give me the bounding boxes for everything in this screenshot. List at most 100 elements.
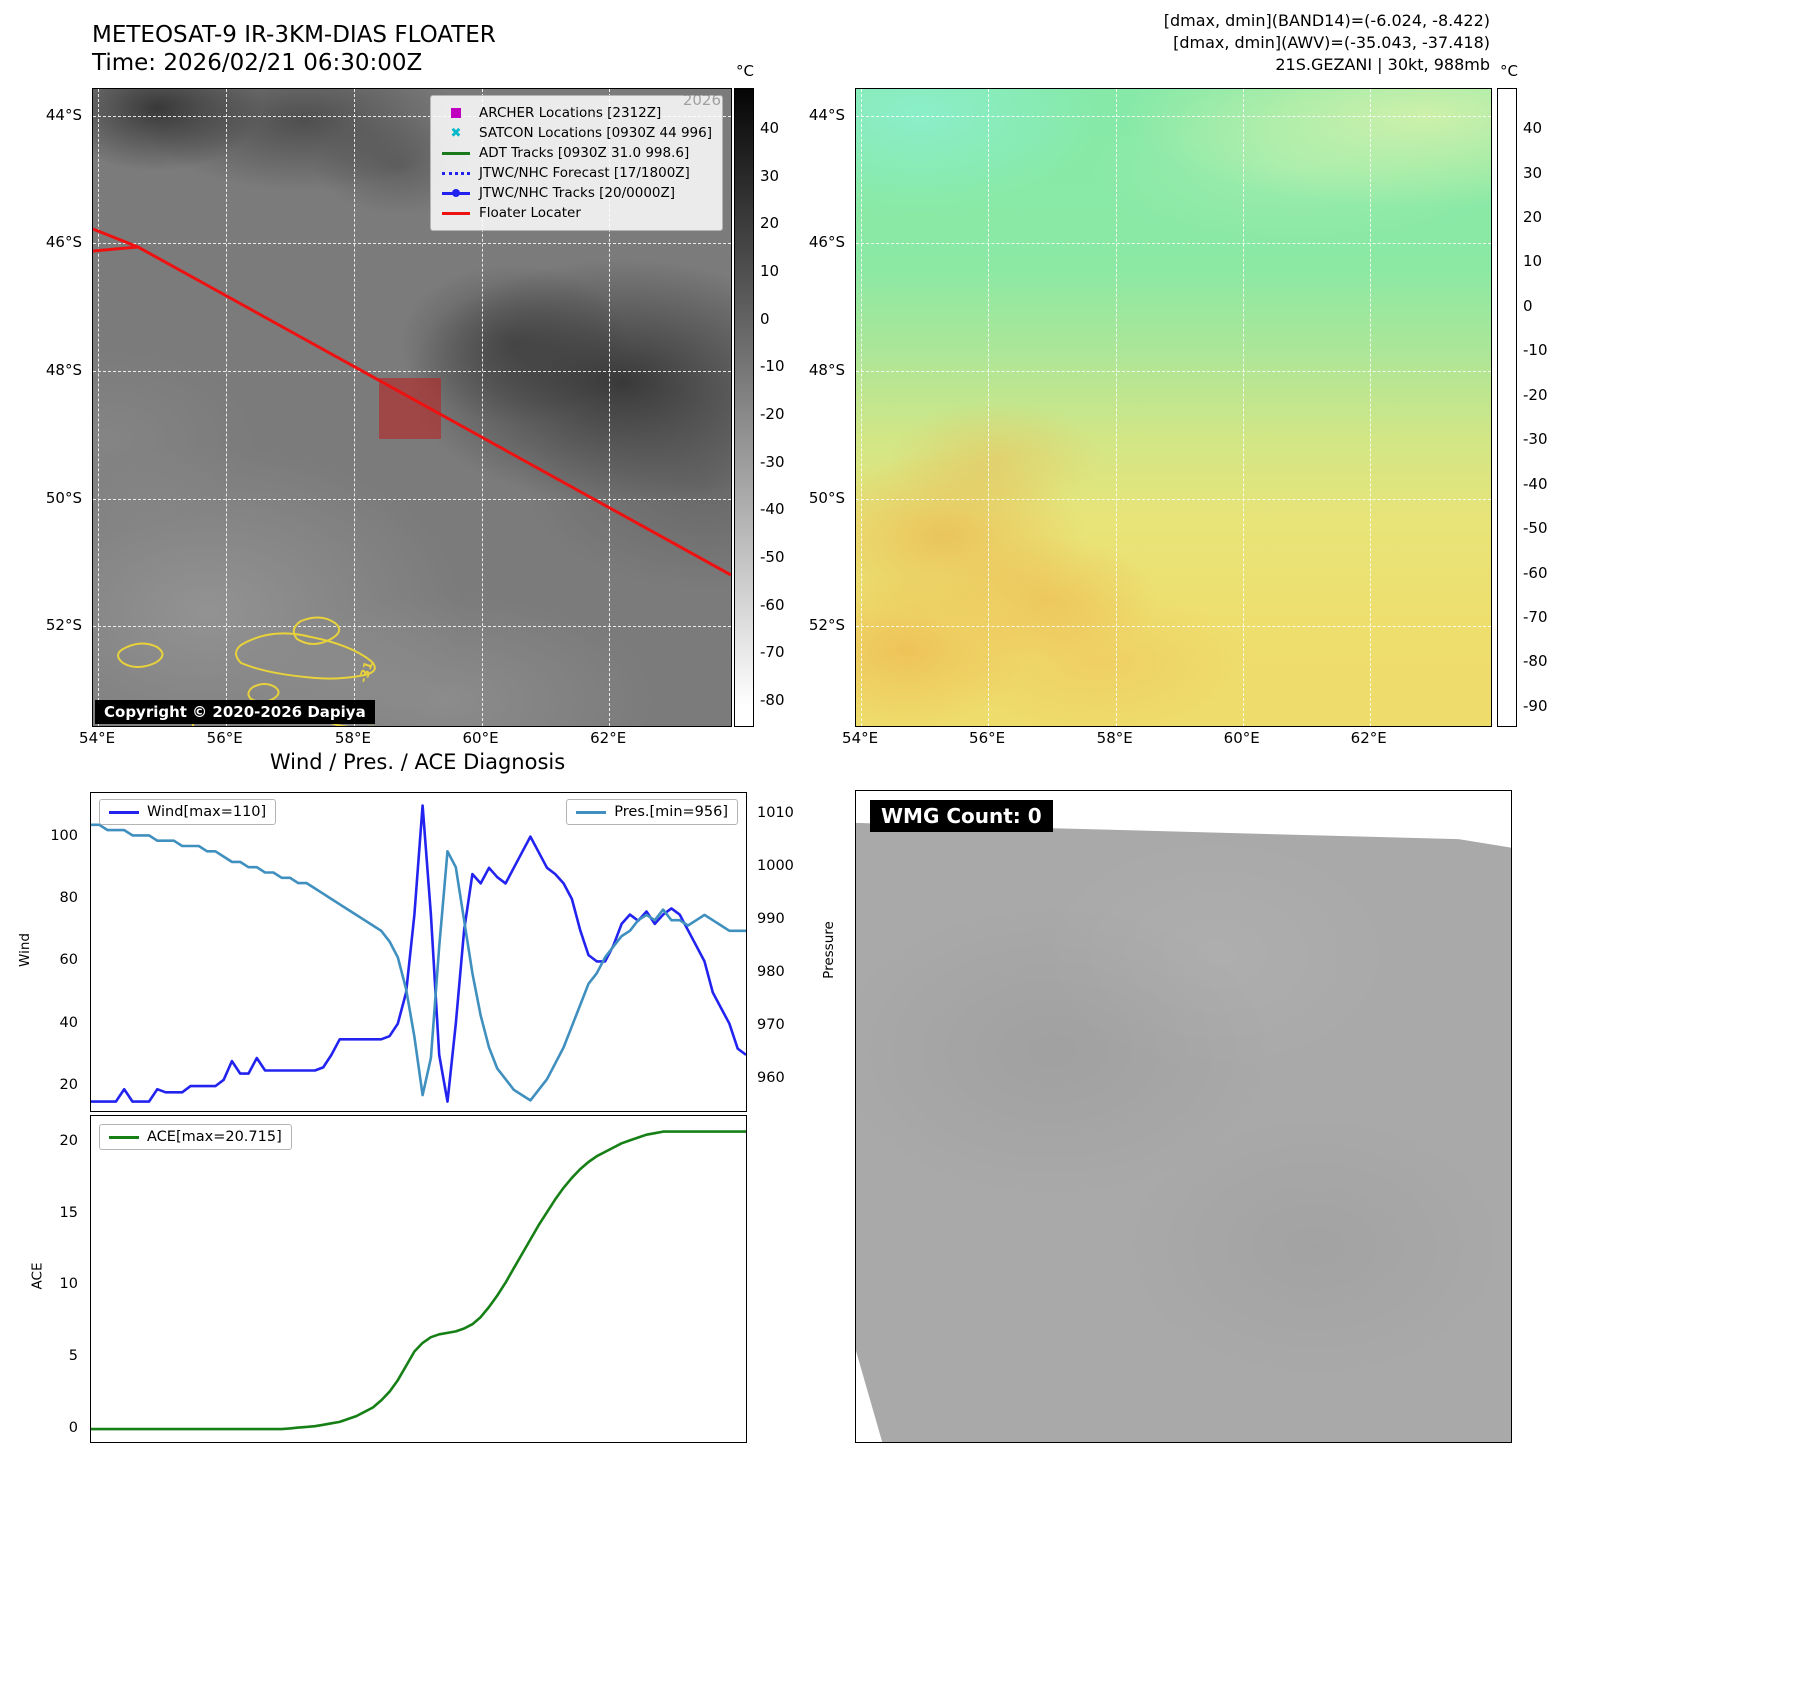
line-dot-legend-marker <box>441 188 471 197</box>
ir-floater-map: -31 -31 2026 ARCHER Locations [2312Z]✖SA… <box>92 88 732 727</box>
colorbar-tick-label: -50 <box>760 547 785 566</box>
wind-legend: Wind[max=110] <box>99 799 277 825</box>
line-legend-marker <box>441 151 471 155</box>
page-title: METEOSAT-9 IR-3KM-DIAS FLOATER <box>92 22 496 48</box>
latitude-gridline <box>856 115 1491 117</box>
band14-dmax-dmin: [dmax, dmin](BAND14)=(-6.024, -8.422) <box>1163 11 1490 30</box>
colorbar-tick-label: -10 <box>1523 341 1548 360</box>
longitude-gridline <box>988 89 990 726</box>
pres.-series-line <box>91 823 746 1102</box>
colorbar-tick-label: 40 <box>1523 119 1543 138</box>
legend-item-label: ARCHER Locations [2312Z] <box>479 105 662 121</box>
axis-tick-label: 20 <box>59 1077 78 1094</box>
axis-tick-label: 5 <box>68 1348 78 1365</box>
lon-tick-label: 58°E <box>334 729 371 747</box>
pressure-axis-label: Pressure <box>820 921 837 979</box>
longitude-gridline <box>1115 89 1117 726</box>
axis-tick-label: 980 <box>757 964 785 981</box>
wmg-panel: WMG Count: 0 <box>855 790 1512 1443</box>
legend-item-label: JTWC/NHC Tracks [20/0000Z] <box>479 185 676 201</box>
colorbar-tick-label: -30 <box>1523 430 1548 449</box>
lon-tick-label: 62°E <box>1350 729 1387 747</box>
latitude-gridline <box>93 625 731 627</box>
wmg-count-badge: WMG Count: 0 <box>870 800 1053 832</box>
x-legend-marker: ✖ <box>450 125 462 141</box>
colorbar-left-gradient <box>735 89 753 726</box>
axis-tick-label: 10 <box>59 1276 78 1293</box>
legend-item: ADT Tracks [0930Z 31.0 998.6] <box>441 143 712 163</box>
lon-tick-label: 56°E <box>969 729 1006 747</box>
colorbar-tick-label: -40 <box>760 500 785 519</box>
colorbar-tick-label: -20 <box>760 405 785 424</box>
axis-tick-label: 100 <box>50 827 78 844</box>
longitude-gridline <box>861 89 863 726</box>
ace-chart: ACE[max=20.715] <box>90 1115 747 1443</box>
map-grid <box>856 89 1491 726</box>
right-panel-header: [dmax, dmin](BAND14)=(-6.024, -8.422) [d… <box>890 10 1490 76</box>
right-map-lon-axis: 54°E 56°E 58°E 60°E 62°E <box>842 729 1490 749</box>
axis-tick-label: 970 <box>757 1017 785 1034</box>
lat-tick-label: 48°S <box>808 360 845 379</box>
awv-dmax-dmin: [dmax, dmin](AWV)=(-35.043, -37.418) <box>1173 33 1490 52</box>
colorbar-tick-label: 10 <box>1523 252 1543 271</box>
left-map-lon-axis: 54°E 56°E 58°E 60°E 62°E <box>79 729 730 749</box>
lon-tick-label: 60°E <box>462 729 499 747</box>
wind-axis-ticks: 20 40 60 80 100 <box>0 792 86 1110</box>
enhanced-ir-map <box>855 88 1492 727</box>
axis-tick-label: 990 <box>757 911 785 928</box>
legend-item: Floater Locater <box>441 203 712 223</box>
colorbar-tick-label: 20 <box>760 214 780 233</box>
latitude-gridline <box>856 625 1491 627</box>
lat-tick-label: 50°S <box>808 488 845 507</box>
legend-item-label: JTWC/NHC Forecast [17/1800Z] <box>479 165 690 181</box>
wind-pres-chart: Wind[max=110] Pres.[min=956] <box>90 792 747 1112</box>
legend-item-label: ADT Tracks [0930Z 31.0 998.6] <box>479 145 690 161</box>
colorbar-tick-label: -10 <box>760 357 785 376</box>
colorbar-tick-label: 10 <box>760 262 780 281</box>
colorbar-tick-label: -60 <box>760 595 785 614</box>
legend-item-label: Floater Locater <box>479 205 581 221</box>
axis-tick-label: 60 <box>59 952 78 969</box>
right-map-lat-axis: 44°S 46°S 48°S 50°S 52°S <box>807 88 851 725</box>
map-grid <box>93 89 731 726</box>
longitude-gridline <box>225 89 227 726</box>
colorbar-left <box>734 88 754 727</box>
colorbar-tick-label: -70 <box>760 643 785 662</box>
wind-axis-label: Wind <box>16 933 33 967</box>
latitude-gridline <box>93 498 731 500</box>
pres-legend-line <box>576 810 607 814</box>
axis-tick-label: 40 <box>59 1014 78 1031</box>
lat-tick-label: 52°S <box>808 615 845 634</box>
pres-legend-label: Pres.[min=956] <box>614 804 728 820</box>
left-map-lat-axis: 44°S 46°S 48°S 50°S 52°S <box>44 88 88 725</box>
axis-tick-label: 0 <box>68 1420 78 1437</box>
longitude-gridline <box>353 89 355 726</box>
wind-series-line <box>91 804 746 1103</box>
lat-tick-label: 46°S <box>45 233 82 252</box>
ace-legend: ACE[max=20.715] <box>99 1124 292 1150</box>
ace-legend-label: ACE[max=20.715] <box>147 1129 282 1145</box>
ace-series-line <box>91 1130 746 1431</box>
colorbar-tick-label: 0 <box>1523 296 1533 315</box>
latitude-gridline <box>856 243 1491 245</box>
copyright-banner: Copyright © 2020-2026 Dapiya <box>95 700 375 724</box>
wind-legend-label: Wind[max=110] <box>147 804 267 820</box>
longitude-gridline <box>1242 89 1244 726</box>
axis-tick-label: 20 <box>59 1132 78 1149</box>
axis-tick-label: 1000 <box>757 858 794 875</box>
map-legend-items: ARCHER Locations [2312Z] ✖ SATCON Location… <box>441 103 712 223</box>
map-legend: ARCHER Locations [2312Z] ✖ SATCON Location… <box>430 95 723 231</box>
lon-tick-label: 54°E <box>79 729 116 747</box>
latitude-gridline <box>93 243 731 245</box>
colorbar-tick-label: -30 <box>760 452 785 471</box>
ace-legend-line <box>109 1135 139 1139</box>
floater-locater-branch <box>93 245 139 253</box>
lon-tick-label: 58°E <box>1096 729 1133 747</box>
colorbar-tick-label: -80 <box>1523 652 1548 671</box>
lon-tick-label: 62°E <box>590 729 627 747</box>
lat-tick-label: 44°S <box>808 105 845 124</box>
colorbar-left-unit: °C <box>736 62 754 80</box>
colorbar-right-gradient <box>1498 89 1516 726</box>
legend-item: JTWC/NHC Forecast [17/1800Z] <box>441 163 712 183</box>
wind-pres-plot <box>91 804 746 1103</box>
